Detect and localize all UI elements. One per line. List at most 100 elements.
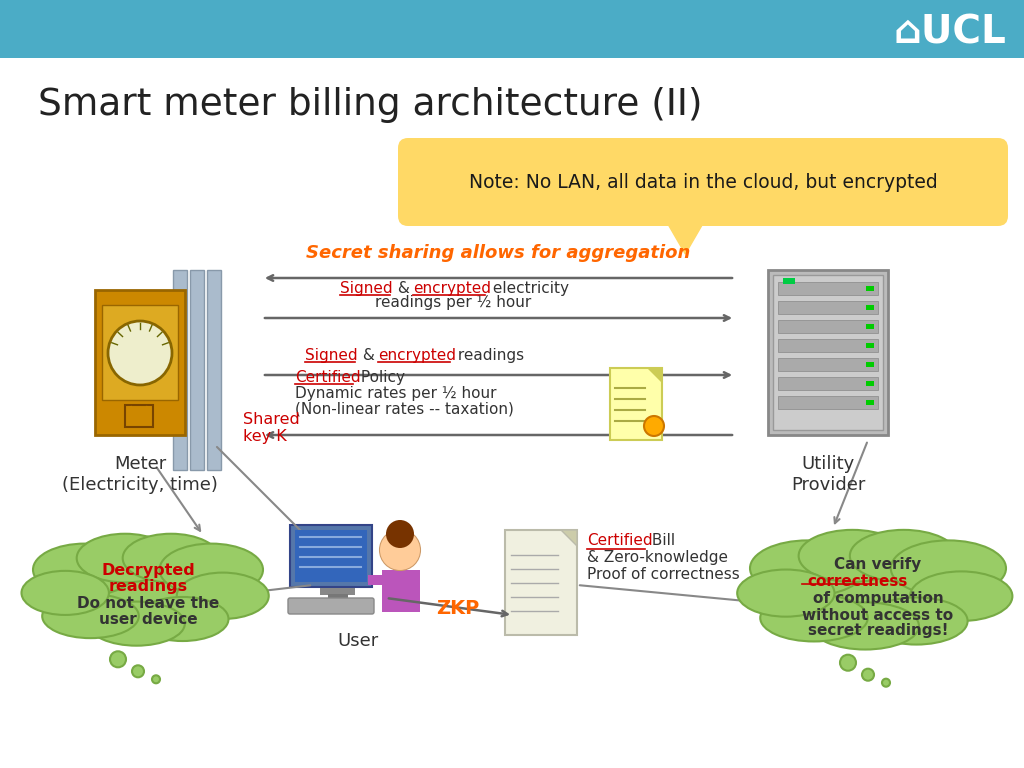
- Text: of computation: of computation: [813, 591, 943, 607]
- Text: ⌂UCL: ⌂UCL: [893, 13, 1006, 51]
- Bar: [328, 594, 348, 601]
- Text: without access to: without access to: [803, 607, 953, 623]
- Ellipse shape: [123, 534, 219, 582]
- Bar: [866, 305, 874, 310]
- Circle shape: [862, 669, 874, 680]
- Text: (Non-linear rates -- taxation): (Non-linear rates -- taxation): [295, 402, 514, 417]
- Bar: [866, 286, 874, 291]
- FancyBboxPatch shape: [505, 530, 577, 635]
- Ellipse shape: [136, 597, 228, 641]
- Text: encrypted: encrypted: [413, 281, 490, 296]
- Ellipse shape: [33, 544, 136, 596]
- Ellipse shape: [160, 544, 263, 596]
- FancyBboxPatch shape: [778, 301, 878, 314]
- Text: Policy: Policy: [356, 370, 406, 385]
- Text: Shared
key K: Shared key K: [243, 412, 300, 444]
- FancyBboxPatch shape: [778, 358, 878, 371]
- Text: &: &: [393, 281, 415, 296]
- Ellipse shape: [737, 570, 835, 617]
- Text: Do not leave the: Do not leave the: [77, 595, 219, 611]
- Ellipse shape: [750, 541, 865, 596]
- FancyBboxPatch shape: [778, 377, 878, 390]
- Text: Dynamic rates per ½ hour: Dynamic rates per ½ hour: [295, 386, 497, 401]
- FancyBboxPatch shape: [288, 598, 374, 614]
- Ellipse shape: [865, 598, 968, 644]
- Circle shape: [380, 530, 420, 570]
- Text: Certified: Certified: [295, 370, 360, 385]
- Circle shape: [386, 520, 414, 548]
- FancyBboxPatch shape: [290, 525, 372, 587]
- Ellipse shape: [811, 602, 919, 650]
- FancyBboxPatch shape: [778, 320, 878, 333]
- Ellipse shape: [850, 530, 957, 582]
- Ellipse shape: [760, 594, 867, 641]
- Circle shape: [132, 665, 144, 677]
- Polygon shape: [648, 368, 662, 382]
- FancyBboxPatch shape: [778, 396, 878, 409]
- Text: encrypted: encrypted: [378, 348, 456, 363]
- Text: Can verify: Can verify: [835, 558, 922, 572]
- Ellipse shape: [22, 571, 109, 615]
- Bar: [866, 324, 874, 329]
- Text: Bill: Bill: [647, 533, 675, 548]
- Text: user device: user device: [98, 611, 198, 627]
- Ellipse shape: [799, 530, 906, 582]
- Text: ZKP: ZKP: [436, 598, 479, 617]
- Bar: [368, 575, 384, 585]
- Text: Certified: Certified: [587, 533, 652, 548]
- Bar: [319, 588, 355, 595]
- Bar: [382, 570, 420, 612]
- Text: electricity: electricity: [488, 281, 569, 296]
- Circle shape: [840, 654, 856, 670]
- Ellipse shape: [775, 547, 980, 634]
- Ellipse shape: [42, 594, 139, 638]
- Text: Signed: Signed: [305, 348, 357, 363]
- Circle shape: [110, 651, 126, 667]
- Ellipse shape: [88, 601, 184, 646]
- FancyBboxPatch shape: [95, 290, 185, 435]
- Text: Utility
Provider: Utility Provider: [791, 455, 865, 494]
- Text: Smart meter billing architecture (II): Smart meter billing architecture (II): [38, 87, 702, 123]
- FancyBboxPatch shape: [768, 270, 888, 435]
- Ellipse shape: [77, 534, 173, 582]
- Text: & Zero-knowledge: & Zero-knowledge: [587, 550, 728, 565]
- Text: readings: readings: [453, 348, 524, 363]
- Ellipse shape: [910, 571, 1013, 621]
- Text: readings per ½ hour: readings per ½ hour: [375, 295, 531, 310]
- Polygon shape: [561, 530, 577, 546]
- FancyBboxPatch shape: [295, 530, 367, 582]
- FancyBboxPatch shape: [778, 282, 878, 295]
- FancyBboxPatch shape: [610, 368, 662, 440]
- FancyBboxPatch shape: [773, 275, 883, 430]
- Circle shape: [380, 530, 420, 570]
- Text: &: &: [358, 348, 380, 363]
- Text: Signed: Signed: [340, 281, 392, 296]
- Text: correctness: correctness: [808, 574, 908, 590]
- Bar: [866, 400, 874, 405]
- Circle shape: [882, 679, 890, 687]
- Bar: [866, 362, 874, 367]
- Polygon shape: [664, 216, 708, 254]
- FancyBboxPatch shape: [398, 138, 1008, 226]
- Circle shape: [152, 675, 160, 684]
- FancyBboxPatch shape: [102, 305, 178, 400]
- Bar: [0, 0, 1024, 58]
- Circle shape: [108, 321, 172, 385]
- Text: Decrypted: Decrypted: [101, 562, 195, 578]
- Circle shape: [644, 416, 664, 436]
- Text: Meter
(Electricity, time): Meter (Electricity, time): [62, 455, 218, 494]
- Bar: [866, 343, 874, 348]
- FancyBboxPatch shape: [125, 405, 153, 427]
- Text: secret readings!: secret readings!: [808, 624, 948, 638]
- Bar: [190, 270, 204, 470]
- Bar: [173, 270, 187, 470]
- Text: Note: No LAN, all data in the cloud, but encrypted: Note: No LAN, all data in the cloud, but…: [469, 173, 937, 191]
- FancyBboxPatch shape: [778, 339, 878, 352]
- Bar: [783, 278, 795, 284]
- Ellipse shape: [891, 541, 1006, 596]
- Ellipse shape: [56, 549, 240, 631]
- Text: Secret sharing allows for aggregation: Secret sharing allows for aggregation: [306, 244, 690, 262]
- Bar: [207, 270, 221, 470]
- Bar: [866, 381, 874, 386]
- Text: User: User: [337, 632, 379, 650]
